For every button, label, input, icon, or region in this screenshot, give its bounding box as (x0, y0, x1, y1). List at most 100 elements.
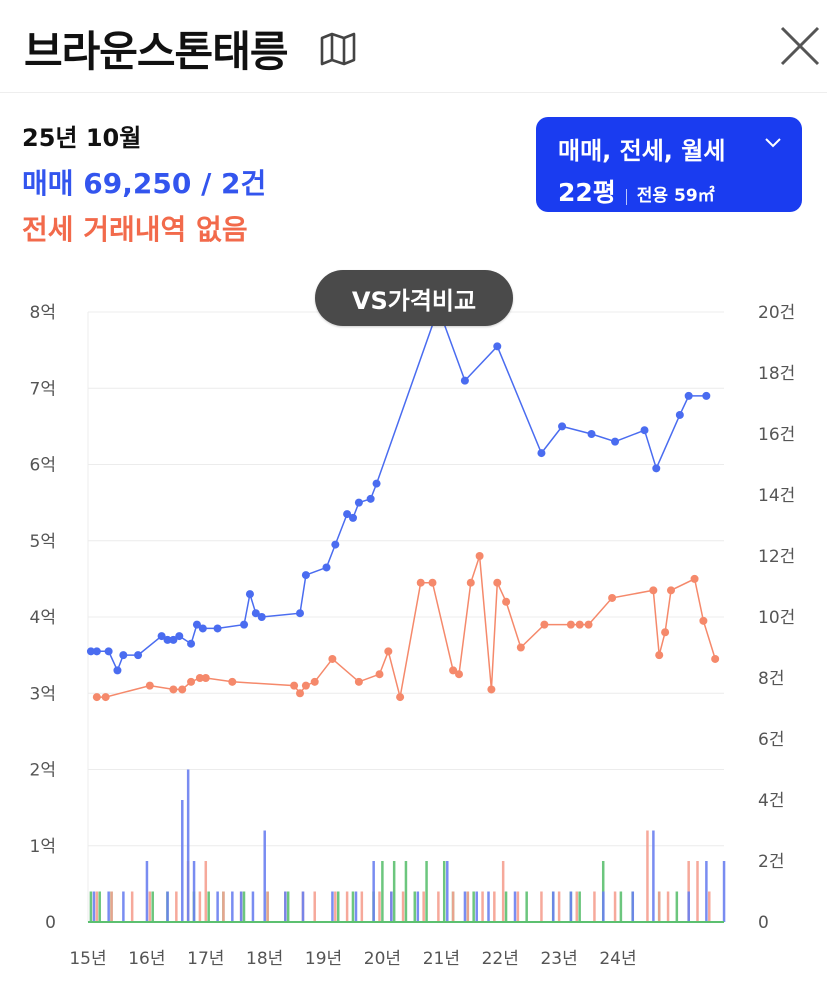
data-point (611, 437, 620, 446)
data-point (310, 677, 319, 686)
data-point (301, 571, 310, 580)
data-point (702, 391, 711, 400)
volume-bar (334, 891, 337, 922)
y-left-tick-label: 3억 (30, 684, 56, 704)
summary: 25년 10월 매매 69,250 / 2건 전세 거래내역 없음 (22, 118, 266, 248)
volume-bar (404, 861, 408, 922)
summary-jeonse: 전세 거래내역 없음 (22, 213, 248, 246)
y-left-tick-label: 7억 (30, 379, 56, 399)
volume-bar (186, 769, 190, 922)
volume-bar (401, 891, 405, 922)
chevron-down-icon (765, 138, 781, 148)
volume-bar (351, 891, 355, 922)
data-point (213, 624, 222, 633)
data-point (711, 654, 720, 663)
y-left-tick-label: 2억 (30, 761, 56, 781)
volume-bar (336, 891, 340, 922)
volume-bar (207, 891, 210, 922)
data-point (228, 677, 237, 686)
filter-size: 22평 전용 59㎡ (558, 173, 715, 209)
data-point (661, 628, 670, 637)
volume-bar (516, 891, 520, 922)
volume-bar (696, 861, 699, 922)
volume-bar (239, 891, 243, 922)
data-point (584, 620, 593, 629)
volume-bar (95, 891, 99, 922)
volume-bar (504, 891, 508, 922)
data-point (192, 620, 201, 629)
data-point (134, 651, 143, 660)
data-point (608, 593, 617, 602)
data-point (384, 647, 393, 656)
volume-bar (286, 891, 290, 922)
volume-bar (513, 891, 517, 922)
volume-bar (705, 861, 708, 922)
volume-bar (466, 891, 470, 922)
data-point (187, 639, 196, 648)
volume-bar (687, 891, 690, 922)
data-point (540, 620, 549, 629)
data-point (101, 693, 110, 702)
volume-bar (266, 891, 269, 922)
volume-bar (284, 891, 287, 922)
data-point (684, 391, 693, 400)
vs-compare-button[interactable]: VS가격비교 (315, 270, 513, 326)
volume-bar (92, 891, 96, 922)
data-point (537, 449, 546, 458)
volume-bar (231, 891, 234, 922)
x-tick-label: 16년 (128, 949, 165, 969)
price-chart: 0 1억 2억 3억 4억 5억 6억 7억 8억 0 2건 4건 6건 8건 10건 12건 14건 16건 18… (30, 303, 796, 969)
y-left-tick-label: 8억 (30, 303, 56, 323)
x-tick-label: 17년 (187, 949, 224, 969)
volume-bar (569, 891, 573, 922)
volume-bar (110, 891, 113, 922)
volume-bar (552, 891, 555, 922)
data-point (290, 681, 299, 690)
y-left-tick-label: 0 (45, 913, 56, 933)
data-point (375, 670, 384, 679)
data-point (92, 647, 101, 656)
data-point (675, 410, 684, 419)
y-right-tick-label: 12건 (758, 547, 795, 567)
volume-bar (657, 891, 661, 922)
data-point (475, 552, 484, 560)
map-icon[interactable] (318, 30, 358, 66)
close-icon[interactable] (776, 22, 824, 70)
volume-bar (378, 891, 381, 922)
y-right-tick-label: 18건 (758, 364, 795, 384)
x-tick-label: 18년 (246, 949, 283, 969)
y-right-tick-label: 14건 (758, 486, 795, 506)
data-point (251, 609, 260, 618)
volume-bar (331, 891, 334, 922)
data-point (301, 681, 310, 690)
volume-bar (301, 891, 305, 922)
data-point (428, 578, 437, 587)
data-point (640, 426, 649, 435)
data-point (493, 578, 502, 587)
data-point (198, 624, 207, 633)
y-left-tick-label: 5억 (30, 532, 56, 552)
data-point (655, 651, 664, 660)
data-point (349, 513, 357, 522)
data-point (649, 586, 658, 595)
data-point (566, 620, 575, 629)
data-point (652, 464, 661, 473)
volume-bar (442, 861, 446, 922)
data-point (240, 620, 249, 629)
volume-bar (148, 891, 152, 922)
volume-bar (619, 891, 623, 922)
volume-bar (381, 861, 384, 922)
y-right-tick-label: 8건 (758, 669, 784, 689)
volume-bar (130, 891, 134, 922)
data-point (328, 654, 337, 663)
data-point (587, 430, 596, 438)
data-point (354, 498, 363, 507)
volume-bar (413, 891, 417, 922)
volume-bar (222, 891, 225, 922)
data-point (157, 632, 166, 641)
volume-bar (481, 891, 484, 922)
volume-bar (525, 891, 528, 922)
deal-filter-button[interactable]: 매매, 전세, 월세 22평 전용 59㎡ (536, 117, 802, 212)
volume-bar (151, 891, 154, 922)
volume-bar (675, 891, 679, 922)
